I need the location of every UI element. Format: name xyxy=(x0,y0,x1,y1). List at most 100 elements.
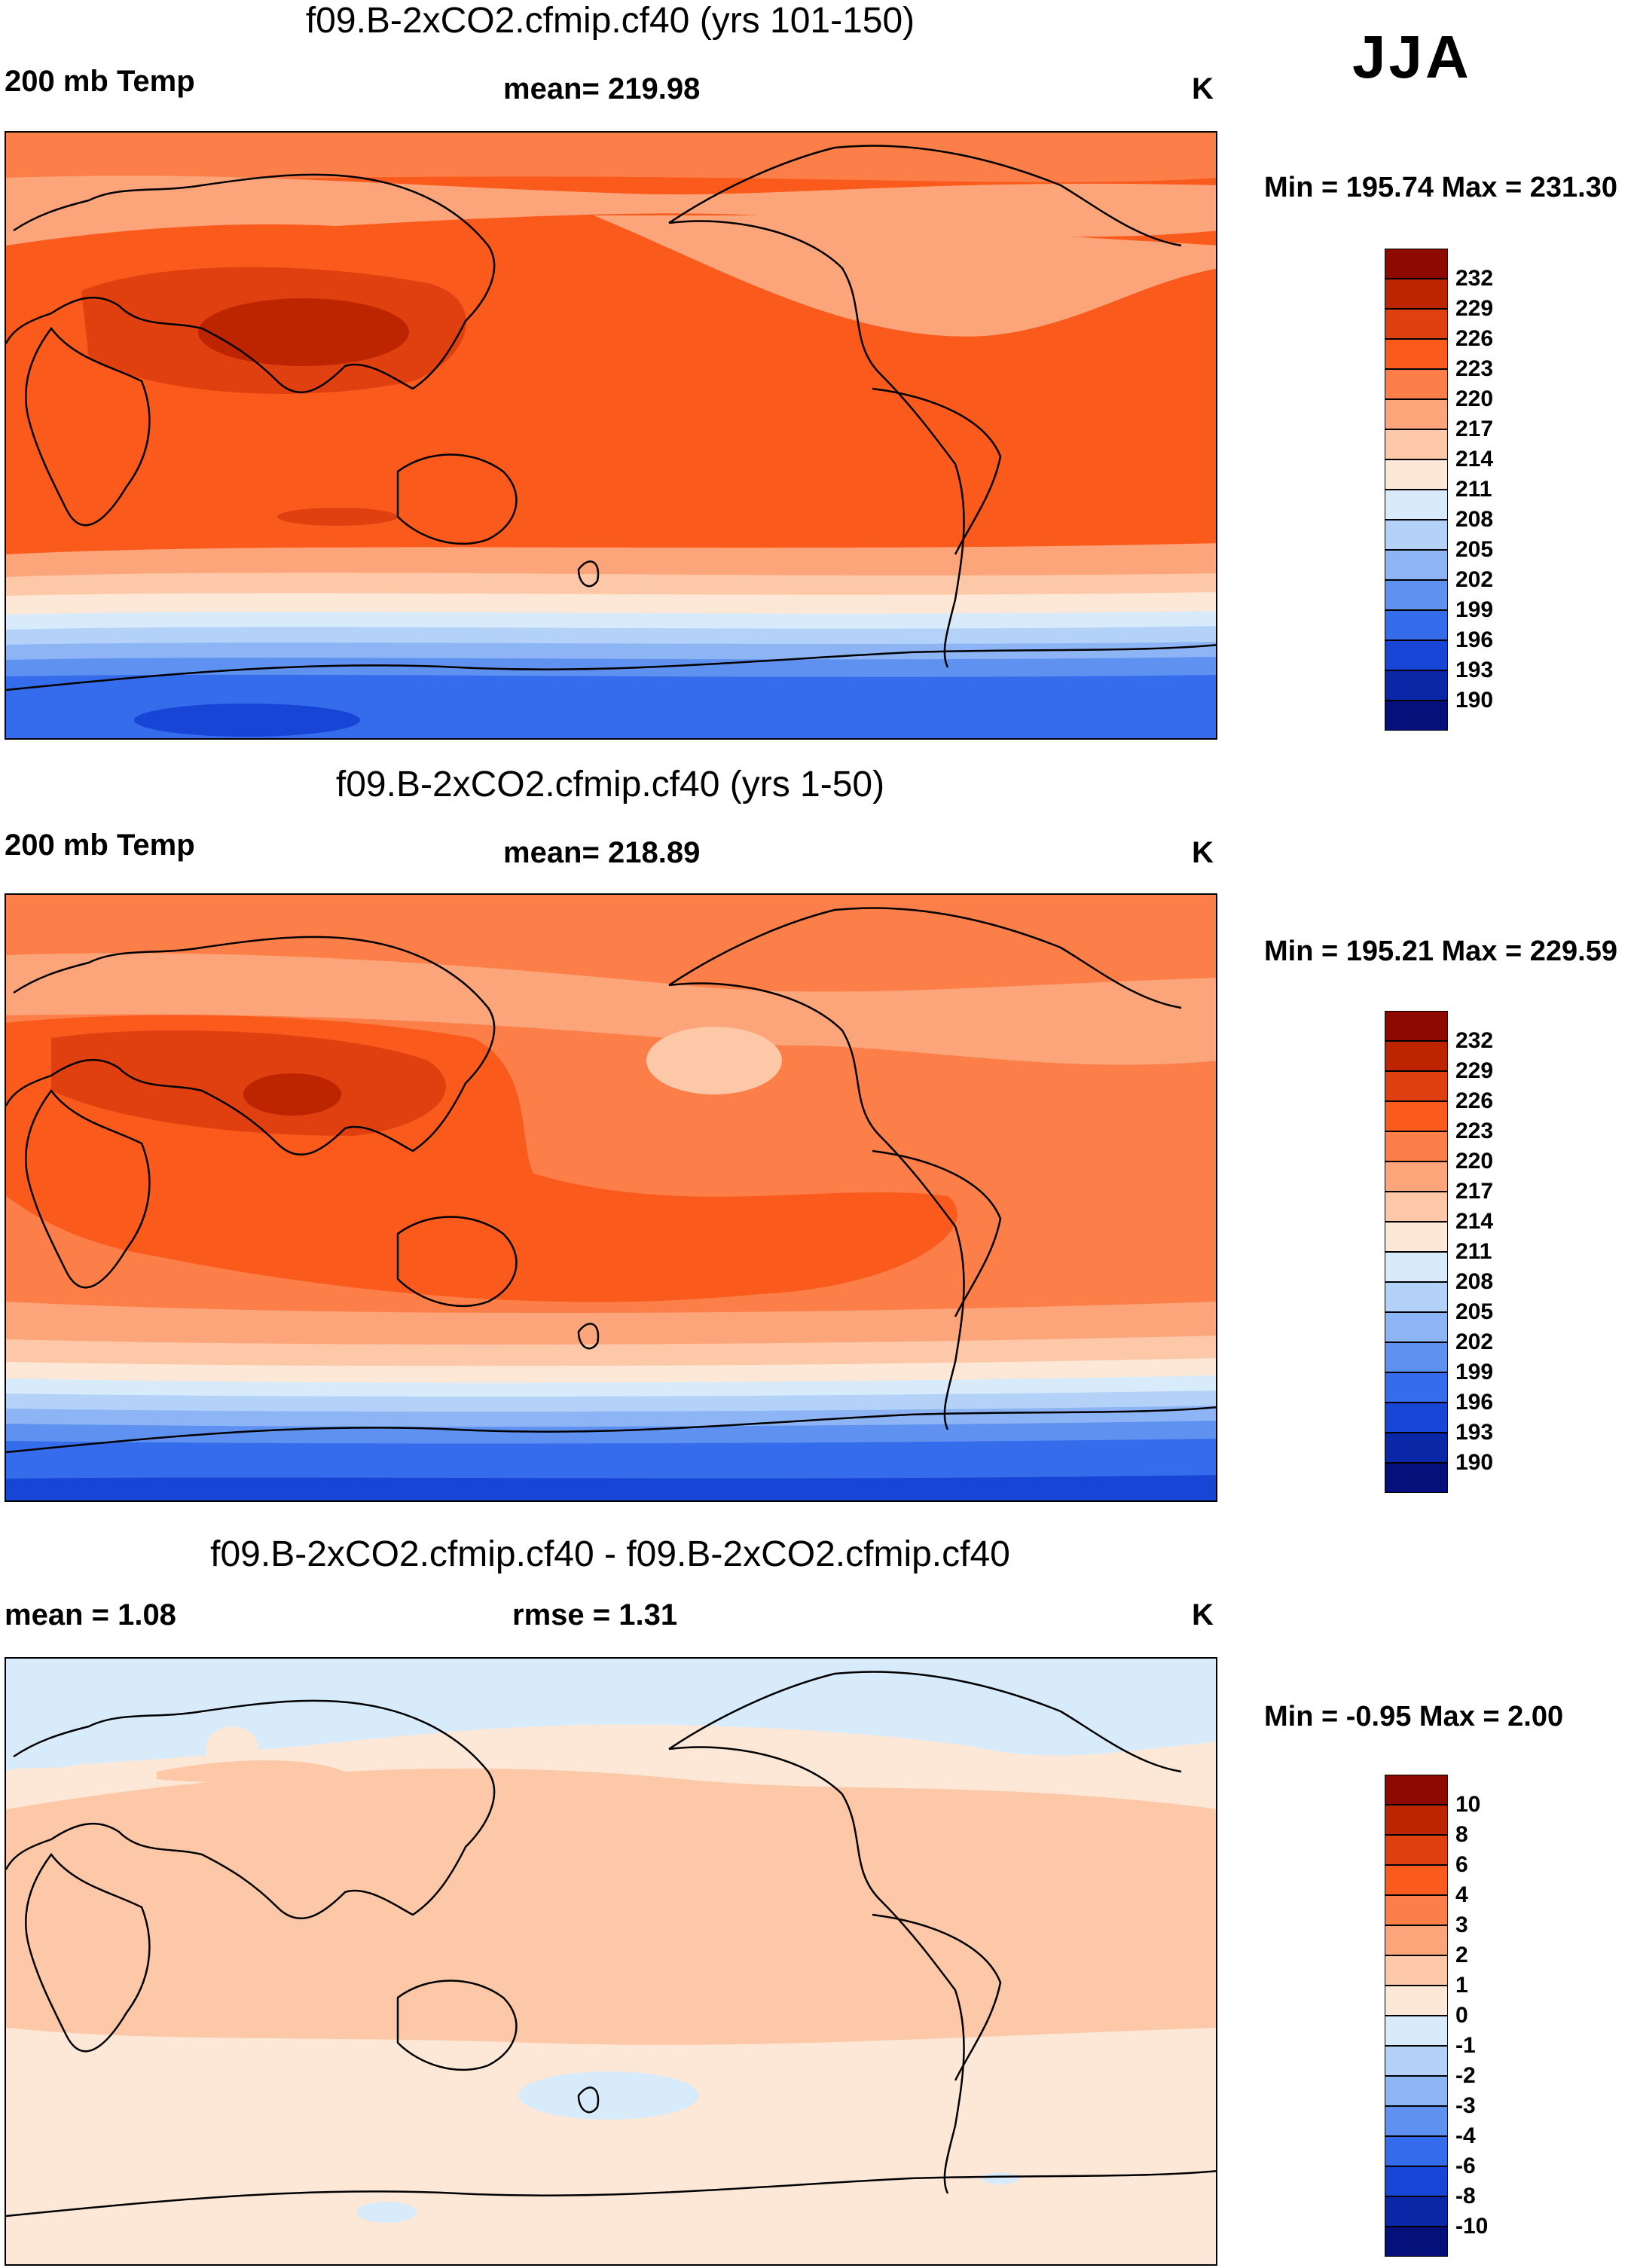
panel-3-colorbar-swatch xyxy=(1385,1865,1448,1895)
p2-region-tibet-hot xyxy=(243,1073,341,1116)
p2-region-pacific-cool xyxy=(646,1027,782,1094)
panel-1-colorbar-swatch xyxy=(1385,640,1448,670)
p2-band-d1 xyxy=(6,1358,1216,1384)
panel-3-colorbar-swatch xyxy=(1385,1775,1448,1805)
p3-region-tasman-negative xyxy=(518,2071,699,2120)
p2-band-d2 xyxy=(6,1335,1216,1369)
panel-3-colorbar-swatch xyxy=(1385,2076,1448,2106)
panel-3-colorbar-swatch xyxy=(1385,2106,1448,2136)
panel-3-colorbar-tick-label: -1 xyxy=(1455,2033,1476,2058)
p2-band-north-mid xyxy=(6,953,1216,1065)
panel-2-colorbar-tick-label: 226 xyxy=(1455,1088,1494,1113)
p1-coastlines xyxy=(6,145,1216,691)
panel-3-colorbar-tick-label: 8 xyxy=(1455,1822,1468,1847)
p2-band-c3 xyxy=(6,1406,1216,1430)
panel-2-colorbar-tick-label: 208 xyxy=(1455,1269,1494,1294)
panel-1-colorbar-tick-label: 190 xyxy=(1455,688,1494,713)
p2-band-c6 xyxy=(6,1475,1216,1500)
panel-3-colorbar: 10 8 6 4 3 2 1 0 -1 -2 -3 -4 -6 -8 -10 xyxy=(1385,1775,1488,2257)
panel-1-map-svg xyxy=(6,133,1216,738)
panel-3-colorbar-swatch xyxy=(1385,2196,1448,2227)
p2-band-c4 xyxy=(6,1421,1216,1448)
panel-3-colorbar-tick-label: -2 xyxy=(1455,2063,1476,2088)
panel-1-colorbar-swatch xyxy=(1385,610,1448,640)
panel-2-colorbar-tick-label: 205 xyxy=(1455,1299,1494,1324)
panel-2-colorbar-swatch xyxy=(1385,1101,1448,1131)
panel-2-colorbar-tick-label: 223 xyxy=(1455,1119,1494,1143)
p2-band-south-mid xyxy=(6,1302,1216,1347)
panel-1-map xyxy=(5,131,1217,740)
panel-3-colorbar-tick-label: 1 xyxy=(1455,1973,1468,1998)
p3-region-southern-negative xyxy=(356,2202,417,2223)
panel-1-colorbar-swatch xyxy=(1385,429,1448,459)
panel-2-colorbar-tick-label: 199 xyxy=(1455,1360,1494,1384)
panel-3-colorbar-tick-label: -3 xyxy=(1455,2093,1476,2118)
panel-2-colorbar-swatch xyxy=(1385,1131,1448,1161)
panel-2-minmax-label: Min = 195.21 Max = 229.59 xyxy=(1264,936,1617,967)
panel-1-colorbar-tick-label: 226 xyxy=(1455,326,1494,351)
panel-2-colorbar-tick-label: 202 xyxy=(1455,1329,1494,1354)
panel-3-colorbar-tick-label: 10 xyxy=(1455,1792,1481,1817)
p2-band-c1 xyxy=(6,1375,1216,1400)
panel-1-colorbar-tick-label: 217 xyxy=(1455,417,1494,441)
p2-coastlines xyxy=(6,907,1216,1454)
panel-1-colorbar-tick-label: 199 xyxy=(1455,597,1494,622)
panel-1-colorbar-tick-label: 202 xyxy=(1455,567,1494,592)
panel-1-colorbar-tick-label: 214 xyxy=(1455,447,1494,472)
p3-coastlines xyxy=(6,1671,1216,2218)
p2-region-asia-warm xyxy=(51,1030,446,1136)
panel-3-units-label: K xyxy=(1192,1598,1214,1632)
panel-3-colorbar-tick-label: 0 xyxy=(1455,2003,1468,2028)
panel-3-mean-label: mean = 1.08 xyxy=(5,1598,176,1632)
panel-3-colorbar-swatch xyxy=(1385,1986,1448,2016)
panel-2-colorbar-tick-label: 211 xyxy=(1455,1239,1492,1264)
p1-region-south-warm xyxy=(277,508,398,526)
p2-band-c2 xyxy=(6,1390,1216,1415)
panel-3-colorbar-tick-label: -8 xyxy=(1455,2184,1476,2208)
panel-1-colorbar-tick-label: 223 xyxy=(1455,356,1494,381)
panel-1-colorbar-swatch xyxy=(1385,490,1448,520)
panel-1-colorbar-tick-label: 232 xyxy=(1455,266,1494,291)
panel-2-colorbar-swatch xyxy=(1385,1342,1448,1372)
panel-2-colorbar-swatch xyxy=(1385,1403,1448,1433)
panel-1-colorbar-swatch xyxy=(1385,670,1448,701)
panel-3-colorbar-tick-label: -10 xyxy=(1455,2214,1489,2239)
panel-1-colorbar-swatch xyxy=(1385,701,1448,731)
p3-region-arctic-negative xyxy=(6,1659,1216,1772)
panel-2-colorbar-tick-label: 190 xyxy=(1455,1450,1494,1475)
panel-3-rmse-label: rmse = 1.31 xyxy=(512,1598,678,1632)
panel-1-mean-label: mean= 219.98 xyxy=(503,72,701,105)
panel-2-mean-label: mean= 218.89 xyxy=(503,836,701,869)
panel-2-colorbar-swatch xyxy=(1385,1463,1448,1493)
panel-1-colorbar-tick-label: 211 xyxy=(1455,477,1492,502)
panel-1-colorbar-swatch xyxy=(1385,369,1448,399)
panel-1-colorbar-swatch xyxy=(1385,399,1448,429)
panel-1-colorbar-swatch xyxy=(1385,520,1448,550)
panel-1-colorbar: 232 229 226 223 220 217 214 211 208 205 202 199 196 1… xyxy=(1385,249,1493,731)
panel-1-colorbar-swatch xyxy=(1385,339,1448,369)
panel-2-colorbar-tick-label: 196 xyxy=(1455,1390,1494,1415)
panel-2-colorbar-tick-label: 217 xyxy=(1455,1179,1494,1204)
panel-1-colorbar-tick-label: 208 xyxy=(1455,507,1494,532)
panel-1-variable-label: 200 mb Temp xyxy=(5,65,195,98)
panel-3-colorbar-swatch xyxy=(1385,2227,1448,2257)
p1-band-arctic xyxy=(6,133,1216,185)
panel-3-colorbar-swatch xyxy=(1385,1955,1448,1986)
panel-2-colorbar-swatch xyxy=(1385,1161,1448,1192)
p3-region-europe-patch xyxy=(206,1726,258,1772)
panel-2-colorbar: 232 229 226 223 220 217 214 211 208 205 202 199 196 1… xyxy=(1385,1011,1493,1493)
panel-2-map xyxy=(5,893,1217,1502)
panel-2-colorbar-tick-label: 193 xyxy=(1455,1420,1494,1445)
panel-2-colorbar-swatch xyxy=(1385,1252,1448,1282)
panel-2-colorbar-swatch xyxy=(1385,1041,1448,1071)
panel-2-colorbar-tick-label: 220 xyxy=(1455,1149,1494,1174)
panel-2-colorbar-tick-label: 229 xyxy=(1455,1058,1494,1083)
panel-1-colorbar-tick-label: 220 xyxy=(1455,386,1494,411)
p1-region-tibet-hot xyxy=(198,298,409,366)
panel-1-colorbar-swatch xyxy=(1385,309,1448,339)
panel-1-title: f09.B-2xCO2.cfmip.cf40 (yrs 101-150) xyxy=(305,1,915,41)
panel-2-units-label: K xyxy=(1192,836,1214,869)
panel-2-map-svg xyxy=(6,895,1216,1500)
panel-1-colorbar-tick-label: 229 xyxy=(1455,296,1494,321)
panel-3-map-svg xyxy=(6,1659,1216,2264)
